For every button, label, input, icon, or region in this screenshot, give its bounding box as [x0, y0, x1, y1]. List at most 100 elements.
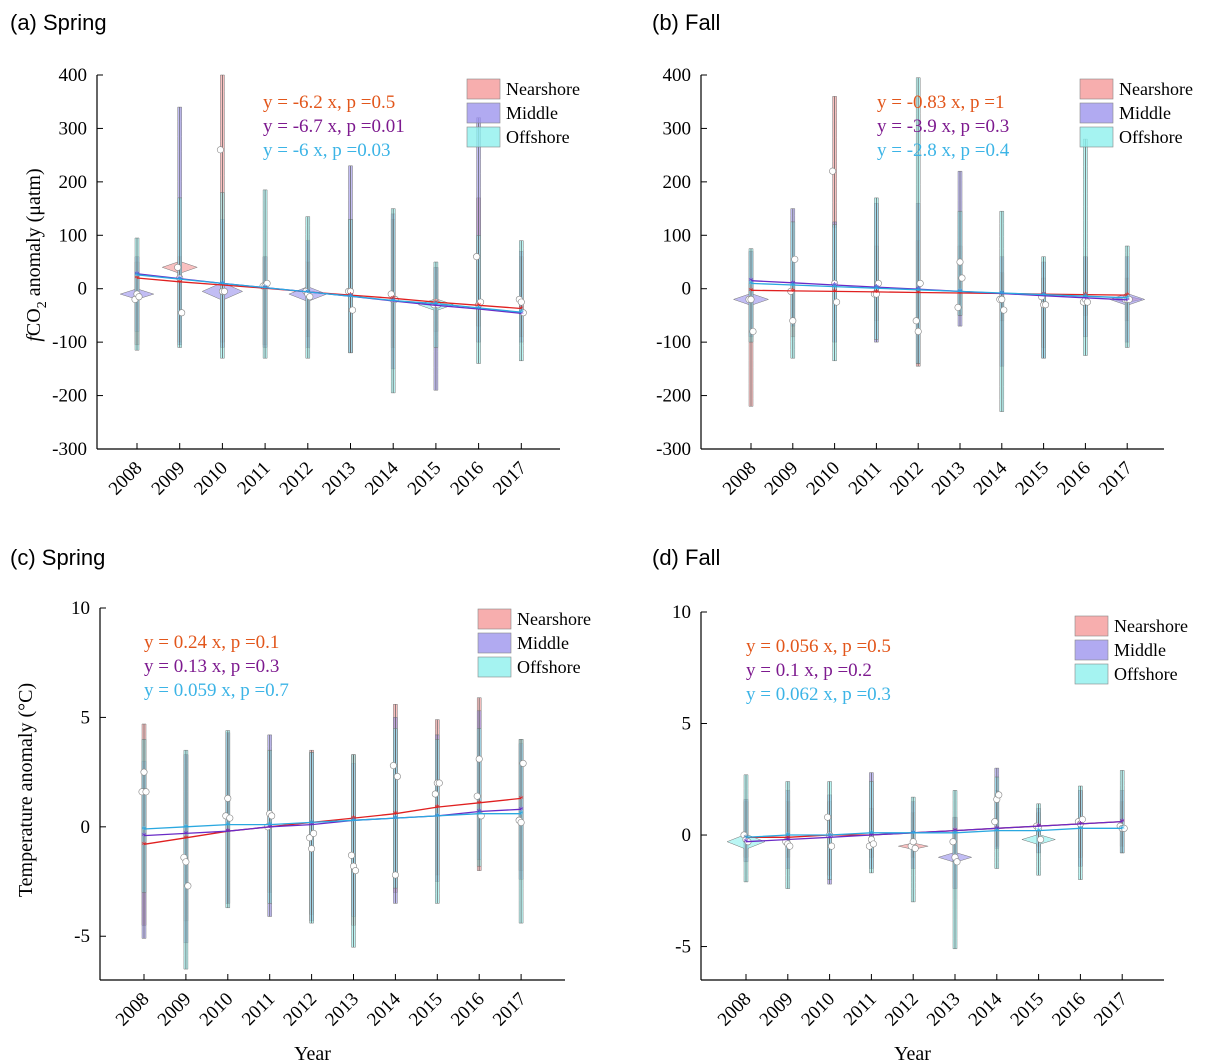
x-tick-label: 2009 [761, 458, 803, 500]
trend-marker: * [518, 809, 524, 821]
trend-line-offshore [143, 813, 522, 830]
trend-marker: * [1124, 293, 1130, 305]
y-tick-label: 0 [78, 279, 88, 300]
legend-label-nearshore: Nearshore [506, 79, 580, 99]
median-point-offshore [1037, 835, 1045, 843]
x-tick-label: 2011 [845, 458, 886, 499]
median-point-nearshore [306, 834, 314, 842]
median-point-nearshore [347, 851, 355, 859]
trend-marker: * [519, 308, 525, 320]
trend-marker: * [790, 278, 796, 290]
x-tick-label: 2009 [756, 989, 798, 1031]
legend: Nearshore Middle Offshore [1074, 615, 1188, 685]
y-tick-label: -100 [656, 332, 691, 353]
trend-marker: * [1041, 290, 1047, 302]
regression-equation-middle: y = 0.1 x, p =0.2 [746, 660, 872, 681]
trend-marker: * [351, 815, 357, 827]
median-point-offshore [916, 279, 924, 287]
y-tick-label: 10 [71, 598, 90, 619]
trend-marker: * [393, 809, 399, 821]
legend-label-middle: Middle [1119, 103, 1171, 123]
trend-marker: * [957, 286, 963, 298]
x-tick-label: 2017 [489, 458, 531, 500]
x-tick-label: 2008 [105, 458, 147, 500]
median-point-offshore [828, 842, 836, 850]
median-point-nearshore [949, 838, 957, 846]
regression-equation-middle: y = 0.13 x, p =0.3 [144, 656, 279, 677]
trend-marker: * [1124, 290, 1130, 302]
median-point-middle [182, 858, 190, 866]
median-point-offshore [995, 791, 1003, 799]
x-tick-label: 2017 [1090, 989, 1132, 1031]
x-tick-label: 2015 [405, 989, 447, 1031]
trend-marker: * [267, 822, 273, 834]
trend-marker: * [952, 826, 958, 838]
x-tick-label: 2013 [923, 989, 965, 1031]
trend-marker: * [748, 276, 754, 288]
legend-swatch-offshore [466, 126, 501, 148]
x-tick-label: 2008 [719, 458, 761, 500]
trend-marker: * [220, 278, 226, 290]
trend-marker: * [183, 822, 189, 834]
trend-marker: * [1119, 817, 1125, 829]
trend-marker: * [348, 291, 354, 303]
trend-marker: * [134, 270, 140, 282]
y-tick-label: -5 [675, 937, 691, 958]
y-tick-label: 200 [59, 172, 88, 193]
trend-marker: * [743, 832, 749, 844]
trend-line-nearshore [136, 277, 522, 310]
trend-marker: * [177, 274, 183, 286]
median-point-offshore [911, 844, 919, 852]
median-point-nearshore [912, 317, 920, 325]
regression-equation-offshore: y = -6 x, p =0.03 [263, 140, 391, 161]
trend-marker: * [1036, 821, 1042, 833]
legend-swatch-offshore [477, 656, 512, 678]
regression-equation-nearshore: y = -0.83 x, p =1 [877, 92, 1005, 113]
trend-marker: * [827, 830, 833, 842]
median-point-middle [224, 794, 232, 802]
trend-marker: * [134, 269, 140, 281]
legend-label-middle: Middle [517, 633, 569, 653]
x-tick-label: 2016 [1048, 989, 1090, 1031]
x-tick-label: 2014 [965, 988, 1007, 1030]
trend-marker: * [225, 826, 231, 838]
median-point-middle [909, 838, 917, 846]
trend-marker: * [519, 307, 525, 319]
trend-marker: * [351, 815, 357, 827]
y-tick-label: 0 [682, 279, 692, 300]
trend-marker: * [435, 802, 441, 814]
trend-marker: * [1041, 291, 1047, 303]
median-point-offshore [791, 255, 799, 263]
median-point-offshore [306, 293, 314, 301]
trend-marker: * [999, 289, 1005, 301]
trend-line-offshore [745, 827, 1123, 838]
median-point-nearshore [991, 818, 999, 826]
x-tick-label: 2011 [238, 989, 279, 1030]
median-point-nearshore [954, 303, 962, 311]
x-tick-label: 2012 [881, 989, 923, 1031]
trend-marker: * [1119, 823, 1125, 835]
legend-label-middle: Middle [1114, 640, 1166, 660]
median-point-offshore [351, 867, 359, 875]
trend-line-offshore [136, 274, 522, 313]
trend-marker: * [827, 832, 833, 844]
x-tick-label: 2017 [1095, 458, 1137, 500]
trend-marker: * [957, 286, 963, 298]
x-tick-label: 2016 [1053, 458, 1095, 500]
x-tick-label: 2008 [714, 989, 756, 1031]
trend-marker: * [476, 798, 482, 810]
trend-marker: * [827, 830, 833, 842]
trend-marker: * [305, 287, 311, 299]
median-point-offshore [1000, 306, 1008, 314]
trend-marker: * [1119, 817, 1125, 829]
trend-marker: * [305, 287, 311, 299]
legend-swatch-middle [1074, 639, 1109, 661]
trend-marker: * [1036, 821, 1042, 833]
trend-marker: * [390, 296, 396, 308]
trend-marker: * [262, 283, 268, 295]
median-point-nearshore [174, 263, 182, 271]
x-axis-label: Year [894, 1043, 931, 1064]
regression-equation-middle: y = -3.9 x, p =0.3 [877, 116, 1009, 137]
trend-marker: * [785, 830, 791, 842]
x-tick-label: 2011 [233, 458, 274, 499]
